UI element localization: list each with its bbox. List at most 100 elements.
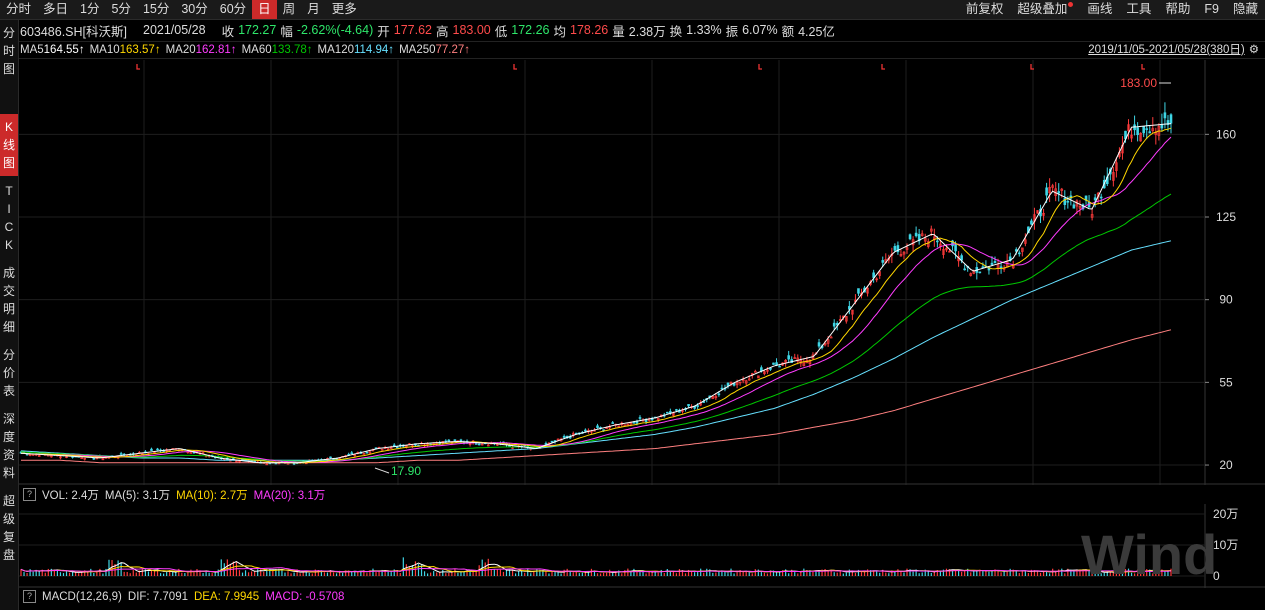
quote-open: 177.62 xyxy=(393,23,433,37)
quote-high: 183.00 xyxy=(452,23,491,37)
candle-body xyxy=(389,447,393,449)
help-icon[interactable]: ? xyxy=(23,590,36,603)
event-marker xyxy=(136,64,140,70)
side-tab-6[interactable]: 超级复盘 xyxy=(0,488,18,568)
macd-name: MACD(12,26,9) xyxy=(42,590,122,603)
candle-body xyxy=(851,309,854,315)
quote-bar: 603486.SH[科沃斯] 2021/05/28 收 172.27 幅 -2.62%(-… xyxy=(0,20,1265,40)
vol-ma5: MA(5): 3.1万 xyxy=(104,489,171,502)
toolbar-right-item-4[interactable]: 帮助 xyxy=(1165,2,1191,16)
toolbar-right-item-2[interactable]: 画线 xyxy=(1087,2,1113,16)
tab-5[interactable]: 30分 xyxy=(181,2,208,16)
toolbar-right-item-0[interactable]: 前复权 xyxy=(965,2,1004,16)
side-tab-5[interactable]: 深度资料 xyxy=(0,406,18,486)
candle-body xyxy=(365,451,369,454)
gear-icon[interactable]: ⚙ xyxy=(1248,44,1259,56)
candle-body xyxy=(929,228,933,232)
candle-body xyxy=(1090,214,1094,218)
candle-body xyxy=(1136,127,1139,136)
candle-body xyxy=(945,247,948,251)
toolbar-right-item-5[interactable]: F9 xyxy=(1204,2,1219,16)
tab-3[interactable]: 5分 xyxy=(111,2,131,16)
toolbar-right-item-6[interactable]: 隐藏 xyxy=(1232,2,1258,16)
candle-body xyxy=(720,387,724,390)
candle-body xyxy=(881,260,885,263)
side-tab-0[interactable]: 分时图 xyxy=(0,20,18,82)
tab-6[interactable]: 60分 xyxy=(219,2,247,16)
y-tick-label-4: 160 xyxy=(1216,127,1236,141)
toolbar-right: 前复权 超级叠加 画线 工具 帮助 F9 隐藏 xyxy=(959,0,1265,19)
event-marker xyxy=(513,64,517,70)
side-tab-4[interactable]: 分价表 xyxy=(0,342,18,404)
candle-body xyxy=(711,396,715,399)
candle-body xyxy=(1060,188,1064,191)
candlestick-chart[interactable]: 20 55 90 125 160 183.00 17.90 xyxy=(19,60,1265,485)
candle-body xyxy=(832,322,836,327)
candle-body xyxy=(902,251,906,255)
candle-body xyxy=(1145,128,1149,130)
tab-4[interactable]: 15分 xyxy=(142,2,170,16)
side-tab-char: K xyxy=(4,120,13,134)
candle-body xyxy=(1093,197,1097,201)
candle-body xyxy=(717,393,721,396)
ma-legend: MA5 164.55↑ MA10 163.57↑ MA20 162.81↑ MA60 … xyxy=(0,41,1265,59)
candle-body xyxy=(380,448,384,451)
quote-turnover: 1.33% xyxy=(686,23,722,37)
candle-body xyxy=(1057,191,1061,194)
candle-body xyxy=(65,456,68,458)
candle-body xyxy=(656,417,660,421)
candle-body xyxy=(350,452,354,454)
candle-body xyxy=(1030,220,1033,225)
candle-body xyxy=(632,422,636,424)
macd-legend: ? MACD(12,26,9) DIF: 7.7091 DEA: 7.9945 … xyxy=(19,588,350,605)
quote-high-label: 高 xyxy=(436,24,449,39)
tab-0[interactable]: 分时 xyxy=(6,2,32,16)
max-price-label: 183.00 xyxy=(1120,76,1157,90)
side-tab-char: T xyxy=(5,184,13,198)
quote-low-label: 低 xyxy=(494,24,508,39)
quote-code: 603486.SH[科沃斯] xyxy=(20,24,127,39)
quote-low: 172.26 xyxy=(511,23,550,37)
candle-body xyxy=(942,249,945,255)
candle-body xyxy=(1036,210,1039,214)
side-tab-char: 价 xyxy=(2,366,15,380)
candle-body xyxy=(486,444,490,447)
ma20-line xyxy=(20,136,1172,463)
side-tab-3[interactable]: 成交明细 xyxy=(0,260,18,340)
toolbar-right-item-1[interactable]: 超级叠加 xyxy=(1010,0,1080,19)
candle-body xyxy=(969,273,973,276)
ma-value-4: 114.94↑ xyxy=(353,44,395,56)
candle-body xyxy=(948,250,951,253)
candle-body xyxy=(817,342,821,347)
candle-body xyxy=(666,411,669,414)
candle-body xyxy=(744,380,748,384)
candle-body xyxy=(917,234,921,242)
tab-7[interactable]: 日 xyxy=(252,0,277,19)
toolbar-right-item-3[interactable]: 工具 xyxy=(1126,2,1152,16)
tab-10[interactable]: 更多 xyxy=(331,2,357,16)
date-range[interactable]: 2019/11/05-2021/05/28(380日) ⚙ xyxy=(1088,41,1259,59)
candle-body xyxy=(741,379,745,382)
tab-1[interactable]: 多日 xyxy=(43,2,69,16)
vol-ma20-line xyxy=(20,567,1172,573)
event-marker xyxy=(1030,64,1034,70)
side-tab-char: 复 xyxy=(2,530,15,544)
candle-body xyxy=(763,371,766,374)
tab-8[interactable]: 周 xyxy=(282,2,296,16)
candle-body xyxy=(787,355,790,360)
help-icon[interactable]: ? xyxy=(23,488,36,501)
side-tab-char: K xyxy=(4,238,13,252)
side-tab-char: 时 xyxy=(2,44,15,58)
tab-9[interactable]: 月 xyxy=(307,2,320,16)
candle-body xyxy=(860,292,863,296)
tab-2[interactable]: 1分 xyxy=(80,2,100,16)
candle-body xyxy=(596,425,599,428)
candle-body xyxy=(1142,126,1145,134)
ma-label-3: MA60 xyxy=(241,44,272,56)
candle-body xyxy=(468,443,472,445)
quote-change: -2.62%(-4.64) xyxy=(296,23,374,37)
quote-amount: 4.25亿 xyxy=(798,24,835,39)
